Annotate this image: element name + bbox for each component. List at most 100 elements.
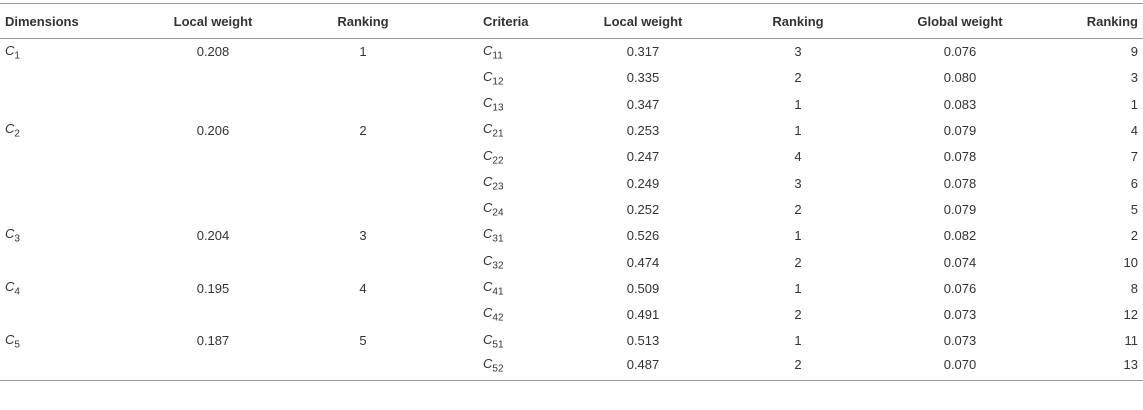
cell (150, 196, 276, 222)
cell: 0.317 (626, 44, 660, 60)
cell (150, 301, 276, 327)
cell (276, 170, 450, 196)
criteria-cell: C42 (450, 301, 580, 327)
cell: 2 (794, 307, 802, 323)
cell: 0.076 (943, 280, 977, 296)
dimension-cell: C4 (0, 275, 150, 301)
criteria-cell: C13 (450, 91, 580, 117)
cell: 4 (794, 149, 802, 165)
cell: 0.074 (943, 254, 977, 270)
cell: 0.247 (626, 149, 660, 165)
cell: 0.082 (943, 228, 977, 244)
dimension-cell: C5 (0, 328, 150, 354)
label-subscript: 41 (492, 286, 504, 298)
cell: 0.076 (943, 44, 977, 60)
table-row: C22 0.247 4 0.078 7 (0, 144, 1143, 170)
cell: 1 (794, 228, 802, 244)
label-subscript: 32 (492, 260, 504, 272)
label-base: C (483, 68, 493, 84)
criteria-cell: C24 (450, 196, 580, 222)
cell (150, 249, 276, 275)
cell: 1 (1130, 96, 1138, 112)
label-base: C (483, 173, 493, 189)
header-cell: Ranking (1086, 13, 1138, 29)
table-row: C24 0.252 2 0.079 5 (0, 196, 1143, 222)
cell: 8 (1130, 280, 1138, 296)
criteria-cell: C23 (450, 170, 580, 196)
table-row: C5 0.187 5 C51 0.513 1 0.073 11 (0, 328, 1143, 354)
cell: 0.474 (626, 254, 660, 270)
criteria-cell: C51 (450, 328, 580, 354)
dimension-cell: C3 (0, 223, 150, 249)
cell: 0.347 (626, 96, 660, 112)
label-base: C (5, 279, 15, 295)
cell: 1 (794, 333, 802, 349)
cell (276, 91, 450, 117)
criteria-cell: C22 (450, 144, 580, 170)
dimension-cell (0, 91, 150, 117)
label-base: C (5, 226, 15, 242)
label-subscript: 42 (492, 312, 504, 324)
cell: 0.206 (196, 123, 230, 139)
label-base: C (5, 121, 15, 137)
dimension-cell (0, 249, 150, 275)
cell: 0.083 (943, 96, 977, 112)
cell: 0.070 (943, 357, 977, 373)
header-cell: Dimensions (5, 13, 79, 29)
cell (150, 91, 276, 117)
table-row: C13 0.347 1 0.083 1 (0, 91, 1143, 117)
cell: 0.080 (943, 70, 977, 86)
weights-table: Dimensions Local weight Ranking Criteria… (0, 3, 1143, 381)
cell: 0.208 (196, 44, 230, 60)
cell (150, 144, 276, 170)
label-subscript: 11 (492, 50, 503, 62)
dimension-cell (0, 144, 150, 170)
cell: 0.252 (626, 201, 660, 217)
criteria-cell: C12 (450, 65, 580, 91)
label-base: C (483, 200, 493, 216)
cell: 0.335 (626, 70, 660, 86)
criteria-cell: C31 (450, 223, 580, 249)
cell: 2 (794, 357, 802, 373)
label-base: C (5, 42, 15, 58)
cell: 5 (1130, 201, 1138, 217)
label-base: C (483, 42, 493, 58)
table-row: C2 0.206 2 C21 0.253 1 0.079 4 (0, 117, 1143, 143)
cell: 10 (1123, 254, 1138, 270)
table-row: C12 0.335 2 0.080 3 (0, 65, 1143, 91)
cell: 0.079 (943, 201, 977, 217)
cell: 2 (359, 123, 367, 139)
dimension-cell (0, 301, 150, 327)
criteria-cell: C11 (450, 39, 580, 65)
table-row: C52 0.487 2 0.070 13 (0, 354, 1143, 380)
table-row: C3 0.204 3 C31 0.526 1 0.082 2 (0, 223, 1143, 249)
cell (150, 170, 276, 196)
criteria-cell: C52 (450, 354, 580, 380)
cell: 2 (794, 254, 802, 270)
label-subscript: 1 (14, 50, 20, 62)
label-subscript: 21 (492, 128, 504, 140)
label-base: C (483, 94, 493, 110)
dimension-cell (0, 65, 150, 91)
cell: 6 (1130, 175, 1138, 191)
label-subscript: 13 (492, 102, 504, 114)
header-row: Dimensions Local weight Ranking Criteria… (0, 3, 1143, 39)
label-subscript: 22 (492, 155, 504, 167)
label-base: C (483, 305, 493, 321)
cell (150, 65, 276, 91)
label-subscript: 4 (14, 286, 20, 298)
label-subscript: 52 (492, 363, 504, 375)
label-base: C (483, 252, 493, 268)
cell: 11 (1124, 333, 1139, 349)
header-cell: Local weight (173, 13, 253, 29)
cell: 0.195 (196, 280, 230, 296)
cell: 1 (794, 123, 802, 139)
label-base: C (483, 355, 493, 371)
label-base: C (5, 331, 15, 347)
table-header: Dimensions Local weight Ranking Criteria… (0, 3, 1143, 39)
label-subscript: 5 (14, 339, 20, 351)
cell: 0.079 (943, 123, 977, 139)
cell: 0.253 (626, 123, 660, 139)
cell: 2 (1130, 228, 1138, 244)
dimension-cell (0, 196, 150, 222)
